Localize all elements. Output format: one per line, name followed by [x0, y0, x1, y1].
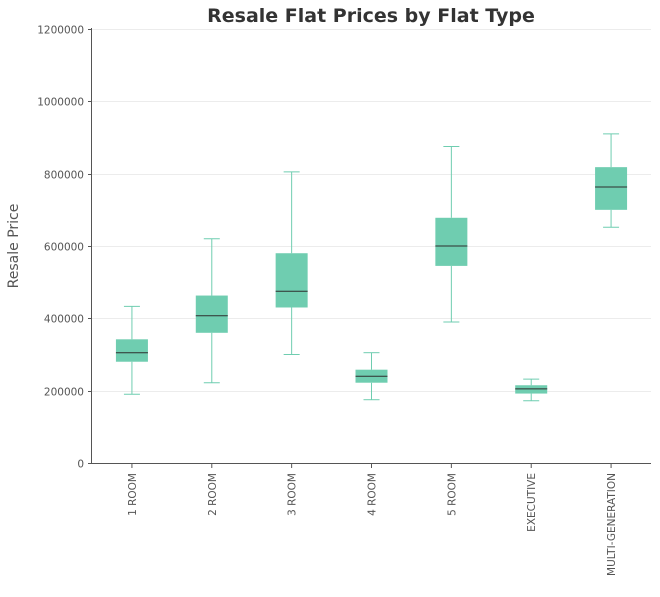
iqr-box [275, 253, 308, 308]
iqr-box [515, 385, 548, 394]
x-tick-label: 1 ROOM [127, 473, 139, 516]
y-tick-label: 1000000 [37, 97, 84, 109]
x-tick-label: 2 ROOM [207, 473, 219, 516]
box-1-room [115, 305, 148, 395]
y-axis-ticks: 0 200000 400000 600000 800000 1000000 1200000 [37, 25, 92, 471]
x-tick-label: 5 ROOM [446, 473, 458, 516]
grid-lines [92, 29, 651, 392]
y-tick-label: 0 [77, 459, 84, 471]
iqr-box [195, 295, 228, 333]
box-2-room [195, 238, 228, 384]
y-tick-label: 400000 [44, 314, 84, 326]
y-axis-label: Resale Price [6, 204, 22, 289]
iqr-box [115, 339, 148, 362]
x-axis-ticks: 1 ROOM 2 ROOM 3 ROOM 4 ROOM 5 ROOM EXECUTIVE M… [127, 463, 618, 576]
y-tick-label: 200000 [44, 387, 84, 399]
x-tick-label: 4 ROOM [367, 473, 379, 516]
x-tick-label: EXECUTIVE [526, 473, 538, 532]
y-tick-label: 800000 [44, 170, 84, 182]
box-4-room [355, 352, 388, 401]
boxes [115, 133, 628, 402]
x-tick-label: 3 ROOM [287, 473, 299, 516]
box-executive [515, 378, 548, 402]
y-tick-label: 1200000 [37, 25, 84, 37]
x-tick-label: MULTI-GENERATION [606, 473, 618, 576]
chart-title: Resale Flat Prices by Flat Type [207, 5, 535, 27]
box-3-room [275, 171, 308, 355]
box-multi-generation [595, 133, 628, 228]
box-5-room [435, 146, 468, 323]
iqr-box [595, 167, 628, 210]
iqr-box [435, 217, 468, 266]
y-tick-label: 600000 [44, 242, 84, 254]
